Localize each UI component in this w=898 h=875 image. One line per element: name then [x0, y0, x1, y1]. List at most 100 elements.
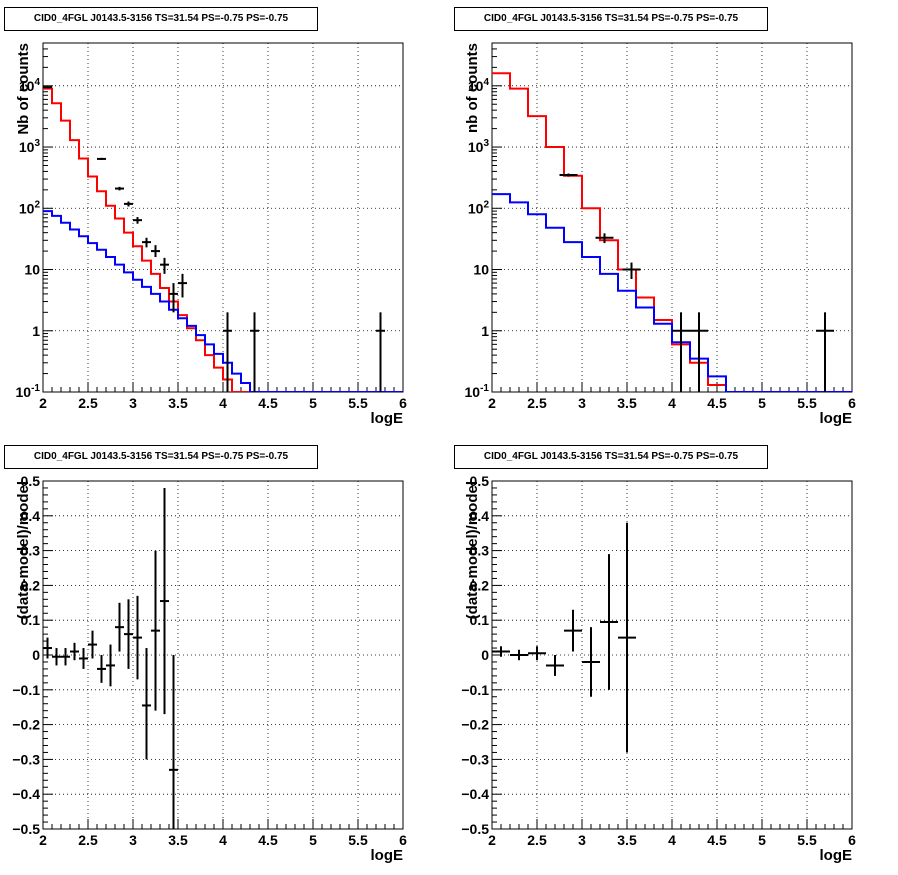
y-tick-label: 0 — [481, 647, 489, 663]
histogram-series-1 — [492, 193, 852, 392]
x-axis-label: logE — [371, 410, 404, 427]
data-point — [564, 609, 582, 652]
y-tick-label: −0.1 — [12, 682, 40, 698]
chart-panel-1: 2 2.5 3 3.5 4 4.5 5 5.5 6 10-1 1 10 102 103 104 logE nb … — [464, 42, 856, 427]
x-axis-label: logE — [820, 410, 853, 427]
y-tick-label: 102 — [19, 199, 41, 216]
y-axis-label: nb of counts — [464, 43, 481, 133]
y-tick-label: −0.2 — [12, 717, 40, 733]
y-tick-label: 0.2 — [21, 577, 41, 593]
chart-panel-0: 2 2.5 3 3.5 4 4.5 5 5.5 6 10-1 1 10 102 103 104 logE Nb … — [15, 42, 407, 427]
x-tick-label: 3.5 — [617, 395, 637, 411]
data-point — [690, 312, 708, 392]
x-tick-label: 5 — [758, 832, 766, 848]
data-point — [142, 237, 151, 248]
y-axis-label: (data-model)/model — [15, 481, 32, 619]
x-tick-label: 5.5 — [348, 395, 368, 411]
x-tick-label: 3.5 — [168, 395, 188, 411]
data-point — [151, 245, 160, 258]
y-tick-label: −0.4 — [461, 786, 489, 802]
data-point — [223, 312, 232, 392]
y-tick-label: 10 — [473, 262, 489, 278]
y-tick-label: −0.3 — [461, 751, 489, 767]
x-tick-label: 5.5 — [797, 395, 817, 411]
data-point — [169, 283, 178, 313]
x-tick-label: 3 — [578, 395, 586, 411]
series-group — [43, 487, 178, 829]
data-point — [115, 186, 124, 191]
x-tick-label: 4.5 — [707, 832, 727, 848]
y-tick-label: 0.3 — [21, 543, 41, 559]
x-tick-label: 3 — [129, 832, 137, 848]
x-tick-label: 2.5 — [527, 832, 547, 848]
histogram-series-0 — [43, 87, 403, 392]
data-point — [61, 648, 70, 666]
data-point — [97, 157, 106, 160]
x-tick-label: 4.5 — [258, 832, 278, 848]
x-tick-label: 2 — [488, 395, 496, 411]
y-tick-label: 104 — [468, 77, 490, 94]
data-point — [169, 655, 178, 829]
y-tick-label: 10 — [24, 262, 40, 278]
data-point — [133, 217, 142, 224]
x-tick-label: 5 — [309, 832, 317, 848]
data-point — [88, 630, 97, 659]
y-tick-label: −0.5 — [12, 821, 40, 837]
y-axis-label: (data-model)/model — [464, 481, 481, 619]
x-tick-label: 5 — [309, 395, 317, 411]
data-point — [106, 644, 115, 687]
y-tick-label: 0.2 — [470, 577, 490, 593]
x-tick-label: 3 — [129, 395, 137, 411]
y-tick-label: 10-1 — [16, 383, 41, 400]
x-tick-label: 2 — [488, 832, 496, 848]
x-tick-label: 4.5 — [258, 395, 278, 411]
data-point — [142, 648, 151, 760]
x-axis-label: logE — [371, 847, 404, 864]
x-tick-label: 3 — [578, 832, 586, 848]
y-tick-label: 0.1 — [470, 612, 490, 628]
x-tick-label: 2.5 — [527, 395, 547, 411]
x-tick-label: 3.5 — [617, 832, 637, 848]
y-tick-label: 0.4 — [21, 508, 41, 524]
data-point — [115, 602, 124, 652]
data-point — [43, 637, 52, 659]
data-point — [52, 648, 61, 666]
y-tick-label: 0.5 — [470, 473, 490, 489]
y-tick-label: 0.4 — [470, 508, 490, 524]
data-point — [376, 312, 385, 392]
data-point — [595, 233, 614, 244]
y-tick-label: 0 — [32, 647, 40, 663]
x-axis-label: logE — [820, 847, 853, 864]
data-point — [528, 646, 546, 661]
data-point — [70, 642, 79, 661]
panel-title-top-left: CID0_4FGL J0143.5-3156 TS=31.54 PS=-0.75… — [4, 7, 318, 31]
y-axis-label: Nb of counts — [15, 43, 32, 135]
data-point — [43, 86, 52, 89]
data-point — [151, 550, 160, 711]
y-tick-label: 0.3 — [470, 543, 490, 559]
x-tick-label: 2.5 — [78, 832, 98, 848]
x-tick-label: 4 — [219, 395, 227, 411]
data-point — [672, 312, 690, 392]
y-tick-label: 1 — [32, 323, 40, 339]
y-tick-label: −0.2 — [461, 717, 489, 733]
y-tick-label: 103 — [19, 138, 41, 155]
y-tick-label: 104 — [19, 77, 41, 94]
data-point — [492, 646, 510, 657]
x-tick-label: 6 — [399, 395, 407, 411]
panel-title-top-right: CID0_4FGL J0143.5-3156 TS=31.54 PS=-0.75… — [454, 7, 768, 31]
y-tick-label: −0.3 — [12, 751, 40, 767]
y-tick-label: −0.1 — [461, 682, 489, 698]
data-point — [559, 173, 578, 177]
data-point — [97, 655, 106, 683]
data-point — [622, 262, 641, 280]
panel-title-bottom-right: CID0_4FGL J0143.5-3156 TS=31.54 PS=-0.75… — [454, 445, 768, 469]
x-tick-label: 4 — [668, 832, 676, 848]
y-tick-label: 10-1 — [465, 383, 490, 400]
data-point — [160, 257, 169, 274]
y-tick-label: 0.5 — [21, 473, 41, 489]
data-point — [133, 595, 142, 680]
data-point — [546, 655, 564, 676]
chart-panel-2: 2 2.5 3 3.5 4 4.5 5 5.5 6 −0.5 −0.4 −0.3 −0.2 −0.1 0 0.… — [12, 473, 407, 864]
